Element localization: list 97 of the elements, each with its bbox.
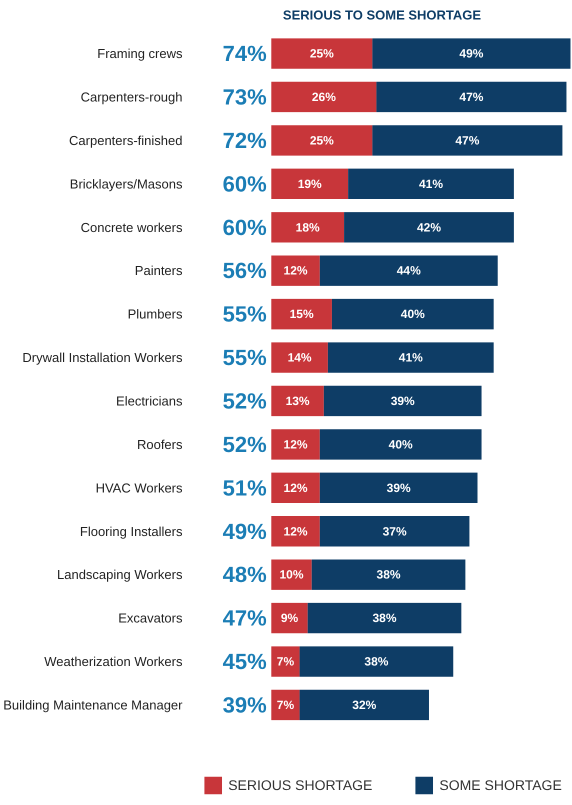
bar <box>312 559 466 590</box>
total-label: 74% <box>222 41 267 66</box>
data-label: 12% <box>284 437 308 452</box>
total-label: 51% <box>222 475 267 500</box>
data-label: 40% <box>388 437 414 452</box>
total-label: 60% <box>222 214 267 240</box>
data-label: 26% <box>312 90 336 104</box>
bar <box>372 38 570 69</box>
bar <box>320 516 470 546</box>
bar <box>324 386 482 416</box>
data-label: 39% <box>390 394 416 408</box>
data-label: 37% <box>382 524 407 538</box>
bar <box>328 342 494 373</box>
total-label: 52% <box>222 388 267 414</box>
bar <box>344 212 514 242</box>
bar <box>348 168 514 200</box>
data-label: 25% <box>310 133 334 148</box>
bar <box>271 125 372 156</box>
data-label: 41% <box>398 350 424 365</box>
y-tick-label: Electricians <box>116 393 183 408</box>
total-label: 48% <box>222 562 267 588</box>
total-label: 73% <box>222 84 267 110</box>
legend-label: SOME SHORTAGE <box>439 777 562 793</box>
bar <box>376 82 566 112</box>
total-label: 52% <box>222 432 267 457</box>
y-tick-label: Weatherization Workers <box>44 654 183 670</box>
bar <box>271 516 320 546</box>
bar <box>271 602 308 634</box>
data-label: 49% <box>459 46 484 61</box>
bar <box>271 386 324 416</box>
data-label: 12% <box>284 524 308 538</box>
y-tick-label: Carpenters-rough <box>80 89 183 104</box>
data-label: 13% <box>286 394 310 408</box>
y-tick-label: Excavators <box>118 610 183 626</box>
bar <box>271 472 320 504</box>
bar <box>271 255 320 286</box>
data-label: 19% <box>298 176 322 191</box>
bar <box>271 559 312 590</box>
total-label: 49% <box>222 518 267 544</box>
data-label: 12% <box>284 480 308 495</box>
total-label: 39% <box>222 692 267 718</box>
y-tick-label: Plumbers <box>128 306 183 322</box>
y-tick-label: Building Maintenance Manager <box>3 697 184 712</box>
y-tick-label: Roofers <box>136 436 183 452</box>
data-label: 25% <box>310 46 334 61</box>
total-label: 55% <box>222 302 267 327</box>
bar <box>372 125 562 156</box>
total-label: 55% <box>222 345 267 370</box>
y-tick-label: Painters <box>134 263 183 278</box>
data-label: 10% <box>280 568 304 582</box>
y-tick-label: Flooring Installers <box>80 524 183 539</box>
y-tick-label: Drywall Installation Workers <box>22 350 183 366</box>
total-label: 72% <box>222 128 267 153</box>
y-tick-label: Carpenters-finished <box>69 132 183 148</box>
bar <box>271 429 320 460</box>
bar <box>271 82 376 112</box>
data-label: 47% <box>459 90 484 104</box>
bar <box>271 298 332 330</box>
data-label: 38% <box>372 611 397 626</box>
bar <box>271 212 344 242</box>
data-label: 39% <box>386 480 411 495</box>
bar <box>332 298 494 330</box>
data-label: 44% <box>396 264 422 278</box>
data-label: 12% <box>284 264 308 278</box>
total-label: 45% <box>222 649 267 674</box>
y-tick-label: HVAC Workers <box>96 480 183 496</box>
data-label: 7% <box>276 698 294 712</box>
total-label: 47% <box>222 606 267 631</box>
data-label: 7% <box>276 654 294 669</box>
y-tick-label: Framing crews <box>97 46 183 62</box>
bar <box>308 602 462 634</box>
data-label: 18% <box>296 220 320 234</box>
data-label: 47% <box>455 133 480 148</box>
y-tick-label: Landscaping Workers <box>57 567 183 582</box>
data-label: 38% <box>376 568 401 582</box>
bar <box>271 38 372 69</box>
data-label: 40% <box>400 307 426 322</box>
chart-title: SERIOUS TO SOME SHORTAGE <box>282 8 482 22</box>
bar <box>320 255 498 286</box>
legend-label: SERIOUS SHORTAGE <box>228 777 372 793</box>
total-label: 56% <box>222 258 267 284</box>
bar <box>320 472 478 504</box>
data-label: 38% <box>364 654 389 669</box>
data-label: 9% <box>280 611 298 626</box>
bar <box>271 342 328 373</box>
data-label: 14% <box>288 350 312 365</box>
bar <box>320 429 482 460</box>
bar <box>300 690 429 720</box>
data-label: 42% <box>416 220 442 234</box>
data-label: 15% <box>290 307 314 322</box>
bar <box>300 646 454 677</box>
data-label: 32% <box>352 698 377 712</box>
data-label: 41% <box>418 176 444 191</box>
bar <box>271 168 348 200</box>
total-label: 60% <box>222 171 267 196</box>
y-tick-label: Concrete workers <box>80 220 183 235</box>
y-tick-label: Bricklayers/Masons <box>70 176 183 192</box>
